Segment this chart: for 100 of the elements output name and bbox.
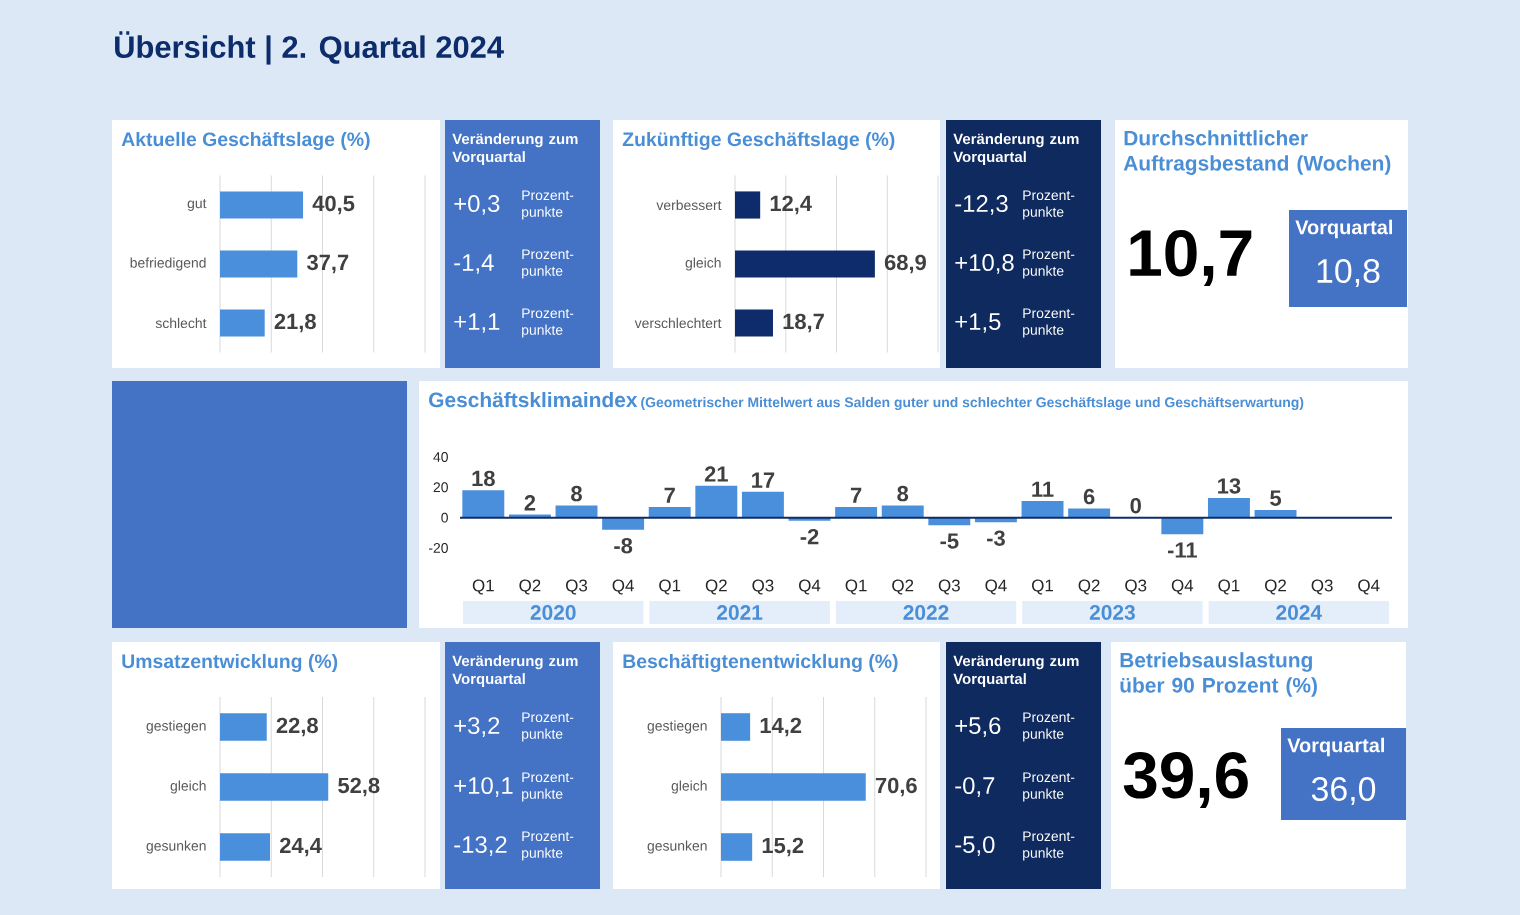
text: Veränderung zum Vorquartal	[953, 655, 1079, 688]
text: Prozent-punkte	[522, 190, 574, 220]
text: 2020	[530, 605, 576, 620]
text: -5,0	[955, 836, 995, 856]
bar	[602, 517, 645, 530]
x-tick-label: Q2	[892, 579, 914, 595]
y-tick-label: gesunken	[647, 840, 707, 854]
text: Prozent-punkte	[1023, 190, 1075, 220]
data-label: 2	[524, 495, 536, 511]
text: 2024	[1276, 605, 1322, 620]
x-tick-label: Q3	[752, 579, 774, 595]
text: +1,1	[454, 313, 500, 333]
x-tick-label: Q4	[799, 579, 821, 595]
x-tick-label: Q3	[1125, 579, 1147, 595]
x-tick-label: Q1	[1218, 579, 1240, 595]
data-label: 11	[1032, 481, 1054, 497]
text: Prozent-punkte	[522, 831, 574, 861]
text: Prozent-punkte	[1023, 831, 1075, 861]
x-tick-label: Q4	[1358, 579, 1380, 595]
x-tick-label: Q4	[985, 579, 1007, 595]
chart-subtitle: (Geometrischer Mittelwert aus Salden guter und schlechter Geschäftslage und Geschäftserwartung)	[641, 396, 1304, 411]
data-label: 5	[1270, 490, 1282, 506]
data-label: -5	[940, 533, 959, 549]
data-label: -11	[1167, 542, 1197, 558]
text: 36,0	[1311, 777, 1376, 805]
chart-title: Aktuelle Geschäftslage (%)	[121, 131, 370, 151]
chart-title: Zukünftige Geschäftslage (%)	[622, 131, 895, 151]
text: 10,7	[1130, 229, 1252, 287]
text: Betriebsauslastung über 90 Prozent (%)	[1120, 652, 1317, 697]
x-tick-label: Q4	[1171, 579, 1194, 595]
data-label: 15,2	[762, 837, 804, 857]
y-tick-label: 0	[441, 512, 448, 523]
text: 2021	[717, 605, 763, 620]
data-label: 12,4	[770, 195, 812, 215]
bar	[695, 485, 738, 518]
x-tick-label: Q4	[612, 579, 634, 595]
bar	[1161, 517, 1204, 535]
y-tick-label: gestiegen	[146, 720, 206, 734]
data-label: 18	[472, 470, 495, 487]
bar	[648, 507, 691, 518]
data-label: 22,8	[276, 717, 318, 737]
data-label: -2	[800, 528, 819, 545]
x-tick-label: Q2	[1078, 579, 1100, 595]
text: Übersicht | 2. Quartal 2024	[115, 31, 504, 65]
chart-title: Beschäftigtenentwicklung (%)	[623, 653, 898, 673]
data-label: 52,8	[338, 777, 380, 797]
chart-title: Umsatzentwicklung (%)	[122, 653, 338, 673]
data-label: 0	[1130, 497, 1141, 514]
text: Prozent-punkte	[1023, 772, 1075, 802]
data-label: 8	[897, 485, 909, 502]
bar	[462, 490, 505, 518]
text: Durchschnittlicher Auftragsbestand (Wochen)	[1123, 130, 1391, 175]
text: +10,8	[955, 254, 1014, 274]
text: -0,7	[955, 777, 995, 797]
text: Prozent-punkte	[1023, 308, 1075, 338]
text: Prozent-punkte	[1023, 712, 1075, 742]
text: Veränderung zum Vorquartal	[452, 655, 578, 688]
data-label: 7	[664, 487, 675, 503]
chart-title: Geschäftsklimaindex	[429, 391, 638, 408]
x-tick-label: Q2	[705, 579, 727, 595]
text: Prozent-punkte	[522, 772, 574, 802]
data-label: 70,6	[875, 777, 917, 797]
x-tick-label: Q2	[1265, 579, 1286, 595]
text: 39,6	[1123, 751, 1248, 809]
text: +0,3	[454, 195, 500, 215]
text: Prozent-punkte	[522, 712, 574, 742]
text: +1,5	[955, 313, 1001, 333]
data-label: 7	[850, 487, 862, 503]
data-label: 21,8	[274, 313, 316, 333]
text: 2022	[903, 605, 949, 620]
y-tick-label: befriedigend	[130, 257, 206, 271]
data-label: -8	[614, 537, 633, 554]
text: 10,8	[1317, 258, 1380, 287]
data-label: 24,4	[279, 837, 322, 857]
text: +5,6	[955, 717, 1001, 737]
text: Veränderung zum Vorquartal	[953, 133, 1079, 166]
y-tick-label: verbessert	[656, 199, 722, 211]
y-tick-label: verschlechtert	[634, 317, 722, 329]
text: -12,3	[955, 195, 1008, 215]
y-tick-label: 40	[433, 452, 448, 462]
text: Prozent-punkte	[522, 249, 574, 279]
data-label: -3	[987, 530, 1005, 546]
x-tick-label: Q2	[519, 579, 541, 595]
y-tick-label: gleich	[170, 780, 206, 794]
text: +10,1	[454, 777, 513, 797]
bar	[1021, 500, 1064, 518]
text: +3,2	[454, 717, 500, 737]
x-tick-label: Q3	[1311, 579, 1333, 595]
data-label: 18,7	[783, 313, 824, 333]
text: -13,2	[454, 836, 507, 856]
text: Veränderung zum Vorquartal	[452, 133, 578, 166]
data-label: 21	[704, 466, 728, 482]
bar	[881, 505, 924, 518]
text: Vorquartal	[1295, 219, 1392, 239]
text: Prozent-punkte	[522, 308, 574, 338]
data-label: 14,2	[760, 717, 802, 737]
data-label: 13	[1218, 478, 1241, 494]
data-label: 17	[752, 472, 775, 488]
y-tick-label: gestiegen	[647, 720, 707, 734]
bar	[835, 507, 878, 518]
